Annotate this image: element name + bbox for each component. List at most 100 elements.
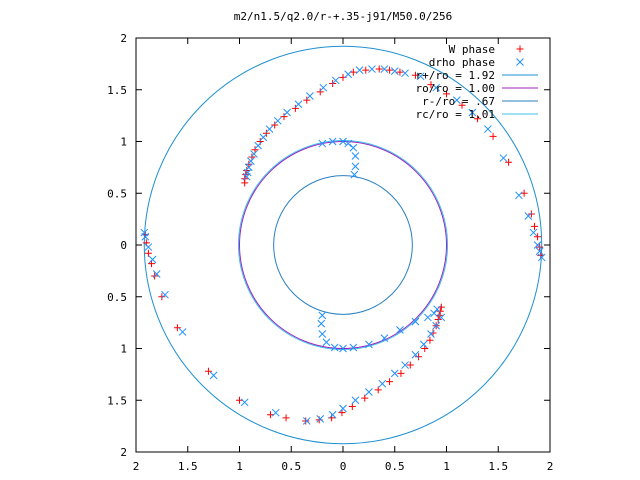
series-0-point-16 bbox=[349, 68, 357, 76]
series-1-point-54 bbox=[437, 313, 446, 322]
legend-label-0: W phase bbox=[449, 43, 495, 56]
series-0-point-60 bbox=[148, 260, 156, 268]
series-0-point-40 bbox=[426, 336, 434, 344]
series-1-point-34 bbox=[339, 137, 347, 146]
series-0-point-41 bbox=[421, 345, 429, 352]
series-1-point-67 bbox=[302, 417, 311, 425]
series-1-point-60 bbox=[390, 369, 399, 378]
series-0-point-58 bbox=[158, 293, 166, 301]
series-1-point-18 bbox=[390, 67, 399, 75]
series-0-point-44 bbox=[397, 369, 405, 377]
series-0-point-28 bbox=[520, 189, 528, 197]
series-1-point-4 bbox=[250, 150, 258, 158]
series-1-point-21 bbox=[432, 83, 441, 92]
series-1-point-71 bbox=[178, 328, 187, 336]
series-1-point-5 bbox=[254, 141, 262, 150]
y-tick-label-2: 1 bbox=[120, 343, 127, 356]
legend-label-1: drho phase bbox=[429, 56, 495, 69]
series-1-point-33 bbox=[328, 137, 337, 146]
series-0-point-57 bbox=[173, 324, 181, 332]
series-1-point-40 bbox=[318, 311, 327, 320]
series-1-point-42 bbox=[318, 330, 327, 338]
series-0-point-12 bbox=[303, 96, 311, 104]
legend-label-5: rc/ro = 1.01 bbox=[416, 108, 495, 121]
legend-label-3: ro/ro = 1.00 bbox=[416, 82, 495, 95]
series-0-point-17 bbox=[362, 66, 370, 74]
series-1-point-13 bbox=[331, 76, 340, 85]
series-1-point-30 bbox=[535, 247, 544, 256]
series-1-point-37 bbox=[351, 152, 360, 160]
series-1-point-63 bbox=[351, 396, 360, 405]
data-series bbox=[140, 65, 546, 425]
series-1-point-77 bbox=[140, 228, 149, 237]
series-1-point-28 bbox=[529, 228, 538, 237]
series-1-point-14 bbox=[344, 70, 353, 79]
legend-marker-1 bbox=[516, 58, 524, 66]
x-tick-label-4: 0 bbox=[340, 460, 347, 473]
series-0-point-13 bbox=[316, 88, 324, 96]
series-0-point-31 bbox=[534, 233, 542, 241]
series-1-point-59 bbox=[401, 361, 409, 369]
y-tick-label-7: 1.5 bbox=[107, 84, 127, 97]
series-0-point-21 bbox=[411, 71, 419, 79]
series-1-point-57 bbox=[419, 340, 428, 349]
series-1-point-10 bbox=[294, 100, 303, 109]
x-tick-label-0: 2 bbox=[133, 460, 140, 473]
series-1-point-51 bbox=[424, 313, 432, 322]
series-0-point-49 bbox=[338, 409, 346, 417]
series-1-point-11 bbox=[306, 92, 314, 100]
series-1-point-56 bbox=[427, 330, 435, 338]
y-tick-label-4: 0 bbox=[120, 239, 127, 252]
series-0-point-61 bbox=[144, 249, 152, 257]
series-1-point-35 bbox=[344, 139, 353, 148]
y-tick-label-0: 2 bbox=[120, 446, 127, 459]
series-0-point-18 bbox=[375, 65, 383, 73]
legend-label-4: r-/ro = .67 bbox=[422, 95, 495, 108]
series-0-point-39 bbox=[429, 329, 437, 337]
series-0-point-10 bbox=[280, 113, 288, 121]
series-1-point-47 bbox=[365, 340, 373, 349]
series-0-point-30 bbox=[530, 222, 538, 230]
series-1-point-44 bbox=[330, 343, 339, 352]
series-1-point-16 bbox=[368, 65, 376, 73]
series-1-point-9 bbox=[283, 108, 291, 117]
legend-marker-0 bbox=[516, 45, 524, 53]
series-1-point-43 bbox=[322, 338, 331, 347]
series-1-point-7 bbox=[265, 125, 274, 133]
series-0-point-53 bbox=[282, 414, 290, 422]
series-1-point-2 bbox=[244, 163, 253, 172]
series-1-point-58 bbox=[411, 350, 420, 359]
series-0-point-25 bbox=[474, 115, 482, 123]
series-1-point-61 bbox=[378, 379, 387, 388]
series-0-point-3 bbox=[243, 166, 251, 174]
series-0-point-6 bbox=[251, 146, 259, 154]
x-tick-label-5: 0.5 bbox=[385, 460, 405, 473]
series-0-point-26 bbox=[489, 132, 497, 140]
series-1-point-45 bbox=[339, 344, 347, 353]
series-1-point-23 bbox=[468, 108, 477, 117]
x-tick-label-8: 2 bbox=[547, 460, 554, 473]
series-1-point-64 bbox=[339, 404, 347, 413]
series-1-point-29 bbox=[533, 241, 542, 249]
series-1-point-8 bbox=[273, 116, 282, 125]
series-0-point-24 bbox=[458, 101, 466, 109]
legend-label-2: r+/ro = 1.92 bbox=[416, 69, 495, 82]
chart-title: m2/n1.5/q2.0/r-+.35-j91/M50.0/256 bbox=[234, 10, 453, 23]
series-1-point-3 bbox=[247, 157, 255, 166]
series-1-point-74 bbox=[148, 255, 157, 264]
series-0-point-23 bbox=[443, 90, 450, 98]
x-tick-label-3: 0.5 bbox=[281, 460, 301, 473]
series-1-point-75 bbox=[144, 243, 153, 251]
series-1-point-68 bbox=[271, 408, 280, 417]
series-0-point-20 bbox=[396, 68, 404, 76]
series-0-point-4 bbox=[245, 160, 253, 168]
circle-1 bbox=[239, 141, 447, 349]
series-1-point-62 bbox=[365, 388, 373, 396]
series-1-point-52 bbox=[430, 309, 438, 318]
x-tick-label-7: 1.5 bbox=[488, 460, 508, 473]
x-tick-label-2: 1 bbox=[236, 460, 243, 473]
y-tick-label-8: 2 bbox=[120, 32, 127, 45]
series-0-point-19 bbox=[386, 66, 394, 74]
